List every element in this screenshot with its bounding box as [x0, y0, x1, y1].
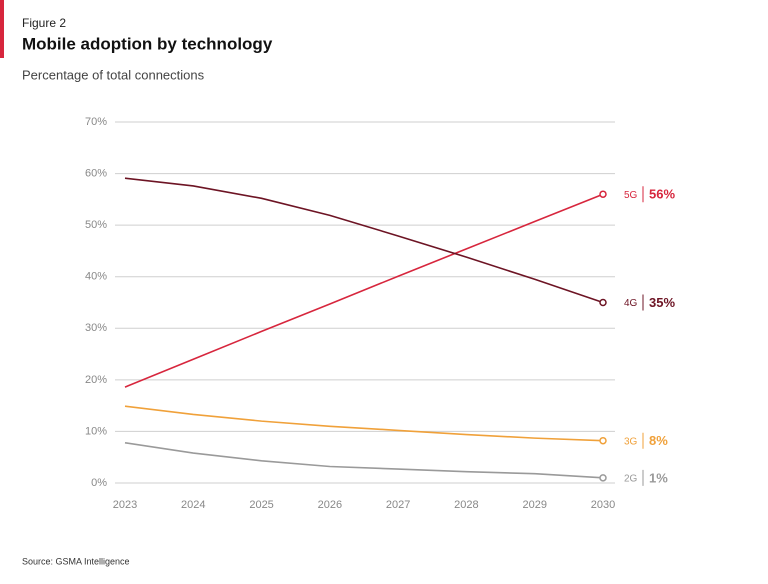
x-tick-label: 2027 — [386, 499, 410, 511]
x-tick-label: 2025 — [249, 499, 273, 511]
x-tick-label: 2029 — [522, 499, 546, 511]
legend-label: 4G — [624, 298, 638, 309]
source-note: Source: GSMA Intelligence — [22, 556, 130, 566]
line-series — [124, 177, 604, 304]
accent-bar — [0, 0, 4, 58]
legend-label: 3G — [624, 436, 638, 447]
legend-label: 5G — [624, 190, 638, 201]
value-label: 35% — [649, 295, 675, 310]
value-label: 8% — [649, 433, 668, 448]
y-tick-label: 70% — [85, 116, 107, 128]
line-series — [124, 441, 604, 479]
y-tick-label: 60% — [85, 167, 107, 179]
y-tick-label: 0% — [91, 477, 107, 489]
figure-label: Figure 2 — [22, 16, 66, 30]
line-series — [124, 193, 604, 388]
chart-subtitle: Percentage of total connections — [22, 67, 205, 82]
end-marker — [599, 474, 607, 482]
end-marker — [599, 298, 607, 307]
end-marker — [599, 436, 607, 445]
x-tick-label: 2024 — [181, 499, 205, 511]
y-tick-label: 50% — [85, 219, 107, 231]
x-tick-label: 2028 — [454, 499, 478, 511]
value-label: 56% — [649, 187, 675, 202]
legend-label: 2G — [624, 473, 638, 484]
y-tick-label: 40% — [85, 271, 107, 283]
value-label: 1% — [649, 470, 668, 485]
x-tick-label: 2026 — [318, 499, 342, 511]
x-tick-label: 2030 — [591, 499, 615, 511]
y-tick-label: 30% — [85, 322, 107, 334]
line-series — [124, 405, 604, 442]
y-tick-label: 20% — [85, 374, 107, 386]
chart-title: Mobile adoption by technology — [22, 34, 273, 53]
end-marker — [599, 190, 607, 198]
y-tick-label: 10% — [85, 425, 107, 437]
x-tick-label: 2023 — [113, 499, 137, 511]
